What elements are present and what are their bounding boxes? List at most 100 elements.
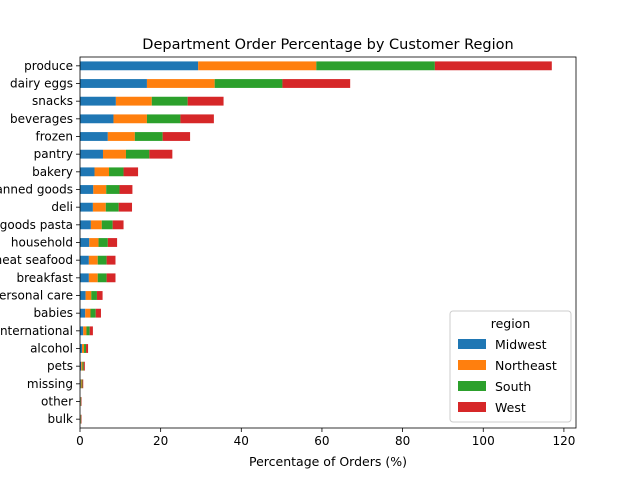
bar-south-alcohol xyxy=(84,344,87,353)
y-tick-label: dry goods pasta xyxy=(0,218,73,232)
bar-midwest-personal-care xyxy=(80,291,86,300)
x-tick-label: 100 xyxy=(472,434,495,448)
legend-label-northeast: Northeast xyxy=(495,358,557,373)
x-tick-label: 0 xyxy=(76,434,84,448)
bar-west-bakery xyxy=(123,167,139,177)
bar-west-babies xyxy=(95,308,101,318)
y-tick-label: bakery xyxy=(32,165,73,179)
bar-midwest-canned-goods xyxy=(80,185,94,194)
bar-northeast-babies xyxy=(85,308,91,318)
bar-south-bakery xyxy=(109,167,124,177)
bar-northeast-snacks xyxy=(115,96,152,106)
y-tick-label: other xyxy=(41,395,73,409)
bar-midwest-produce xyxy=(80,61,199,71)
legend-title: region xyxy=(491,316,531,331)
y-tick-label: household xyxy=(11,236,73,250)
bar-northeast-meat-seafood xyxy=(88,255,98,265)
legend-swatch-northeast xyxy=(458,360,486,370)
bar-south-canned-goods xyxy=(106,185,120,194)
bar-northeast-beverages xyxy=(113,114,147,124)
axes-frame xyxy=(79,56,577,429)
bar-south-breakfast xyxy=(97,273,107,283)
y-tick-label: canned goods xyxy=(0,183,73,197)
bar-south-pets xyxy=(82,361,84,371)
bar-west-pantry xyxy=(149,149,173,159)
bar-midwest-international xyxy=(80,326,84,336)
bar-midwest-frozen xyxy=(80,132,108,141)
bar-west-alcohol xyxy=(86,344,89,353)
x-tick-label: 60 xyxy=(314,434,329,448)
bar-west-pets xyxy=(83,361,85,371)
bar-midwest-beverages xyxy=(80,114,114,124)
y-tick-label: babies xyxy=(33,306,73,320)
bar-northeast-missing xyxy=(80,379,82,389)
bar-south-babies xyxy=(90,308,96,318)
y-tick-label: meat seafood xyxy=(0,253,73,267)
y-tick-label: snacks xyxy=(32,94,73,108)
y-tick-label: pantry xyxy=(34,147,73,161)
x-tick-label: 80 xyxy=(395,434,410,448)
bar-midwest-pantry xyxy=(80,149,103,159)
bar-south-frozen xyxy=(134,132,163,141)
bar-west-frozen xyxy=(162,132,191,141)
legend-label-west: West xyxy=(495,400,526,415)
x-tick-label: 20 xyxy=(153,434,168,448)
bar-midwest-pets xyxy=(80,361,82,371)
bar-northeast-international xyxy=(83,326,87,336)
bar-west-household xyxy=(107,238,118,247)
y-tick-label: personal care xyxy=(0,289,73,303)
y-tick-label: pets xyxy=(47,359,73,373)
bar-midwest-snacks xyxy=(80,96,116,106)
bar-midwest-deli xyxy=(80,202,93,212)
bar-northeast-dairy-eggs xyxy=(146,79,215,88)
y-tick-label: bulk xyxy=(47,412,73,426)
bar-west-beverages xyxy=(180,114,214,124)
bar-west-dairy-eggs xyxy=(282,79,351,88)
bar-northeast-pantry xyxy=(102,149,126,159)
y-axis-ticks: produce dairy eggs snacks beverages frozen pa… xyxy=(0,59,80,426)
bar-west-canned-goods xyxy=(119,185,133,194)
x-tick-label: 40 xyxy=(234,434,249,448)
bar-midwest-breakfast xyxy=(80,273,89,283)
y-tick-label: alcohol xyxy=(30,342,73,356)
bar-northeast-household xyxy=(89,238,99,247)
bar-northeast-alcohol xyxy=(82,344,85,353)
bar-west-missing xyxy=(82,379,84,389)
legend-label-midwest: Midwest xyxy=(495,337,547,352)
bar-northeast-frozen xyxy=(107,132,135,141)
bar-west-deli xyxy=(118,202,133,212)
bar-midwest-dairy-eggs xyxy=(80,79,147,88)
bar-midwest-babies xyxy=(80,308,86,318)
x-axis-label: Percentage of Orders (%) xyxy=(249,454,407,469)
chart-title: Department Order Percentage by Customer … xyxy=(142,37,513,53)
y-tick-label: deli xyxy=(51,200,73,214)
bar-northeast-deli xyxy=(92,202,106,212)
bar-northeast-dry-goods-pasta xyxy=(90,220,102,230)
bar-south-produce xyxy=(316,61,435,71)
bars-layer xyxy=(80,61,552,424)
bar-west-meat-seafood xyxy=(106,255,116,265)
bar-south-dry-goods-pasta xyxy=(101,220,113,230)
bar-south-dairy-eggs xyxy=(214,79,283,88)
bar-midwest-household xyxy=(80,238,90,247)
bar-south-snacks xyxy=(151,96,188,106)
bar-south-international xyxy=(86,326,90,336)
bar-south-meat-seafood xyxy=(97,255,107,265)
bar-west-international xyxy=(89,326,93,336)
legend: region Midwest Northeast South West xyxy=(449,310,572,423)
bar-south-personal-care xyxy=(91,291,97,300)
legend-swatch-south xyxy=(458,381,486,391)
legend-swatch-west xyxy=(458,402,486,412)
bar-midwest-dry-goods-pasta xyxy=(80,220,91,230)
bar-midwest-missing xyxy=(80,379,81,389)
legend-swatch-midwest xyxy=(458,339,486,349)
bar-west-snacks xyxy=(187,96,224,106)
legend-label-south: South xyxy=(495,379,531,394)
bar-west-dry-goods-pasta xyxy=(112,220,124,230)
bar-south-household xyxy=(98,238,108,247)
y-tick-label: breakfast xyxy=(16,271,73,285)
bar-midwest-alcohol xyxy=(80,344,83,353)
bar-west-produce xyxy=(434,61,552,71)
y-tick-label: dairy eggs xyxy=(10,77,73,91)
